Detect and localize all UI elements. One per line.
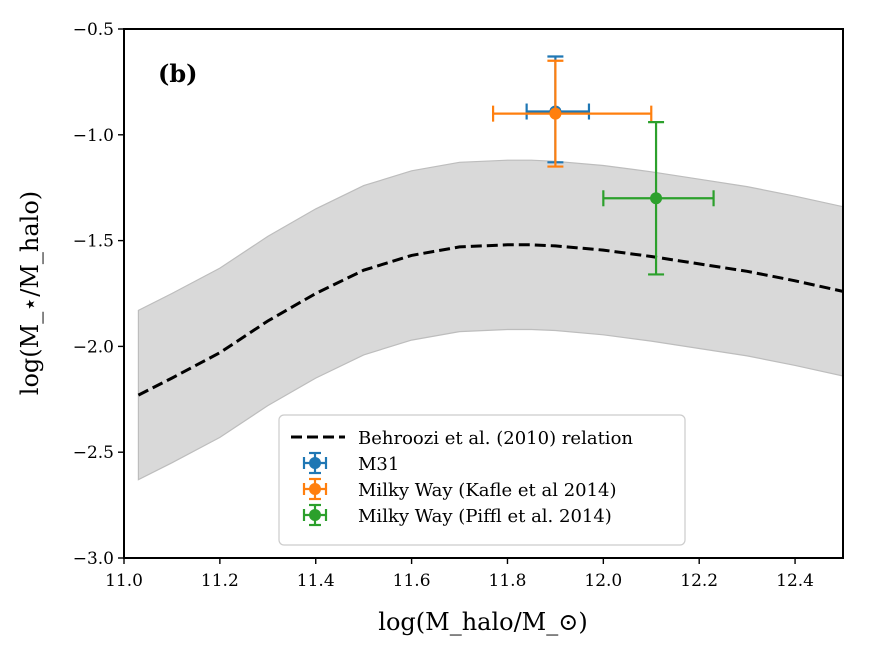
legend-entry-1: Milky Way (Kafle et al 2014) bbox=[302, 477, 617, 501]
errorbar-1 bbox=[491, 59, 653, 168]
uncertainty-band bbox=[137, 159, 843, 481]
legend-entry-2: Milky Way (Piffl et al. 2014) bbox=[302, 503, 612, 527]
legend-marker-2 bbox=[309, 509, 321, 521]
y-axis-title: log(M_⋆/M_halo) bbox=[16, 191, 44, 395]
y-tick-label-0: −3.0 bbox=[73, 549, 114, 569]
y-tick-label-4: −1.0 bbox=[73, 126, 114, 146]
legend-label-2: Milky Way (Piffl et al. 2014) bbox=[358, 506, 612, 527]
legend-frame bbox=[278, 414, 686, 546]
y-tick-label-5: −0.5 bbox=[73, 20, 114, 40]
y-tick-label-2: −2.0 bbox=[73, 337, 114, 357]
legend-marker-1 bbox=[309, 483, 321, 495]
data-point-2 bbox=[650, 192, 663, 205]
behroozi-relation-line bbox=[137, 243, 843, 397]
x-tick-label-7: 12.4 bbox=[776, 571, 814, 591]
axis-ticks: 11.0 11.2 11.4 11.6 11.8 12.0 12.2 12.4 −3.0 −2.5… bbox=[73, 20, 814, 591]
x-tick-label-2: 11.4 bbox=[297, 571, 335, 591]
legend-relation-label: Behroozi et al. (2010) relation bbox=[358, 428, 633, 449]
legend-entry-0: M31 bbox=[302, 451, 399, 475]
data-point-1 bbox=[549, 107, 562, 120]
legend-label-0: M31 bbox=[358, 454, 399, 475]
plot-area bbox=[137, 159, 843, 481]
legend-marker-0 bbox=[309, 457, 321, 469]
x-tick-label-5: 12.0 bbox=[584, 571, 622, 591]
x-tick-label-1: 11.2 bbox=[201, 571, 239, 591]
x-tick-label-6: 12.2 bbox=[680, 571, 718, 591]
y-tick-label-1: −2.5 bbox=[73, 443, 114, 463]
x-tick-label-3: 11.6 bbox=[393, 571, 431, 591]
x-tick-label-0: 11.0 bbox=[105, 571, 143, 591]
x-axis-title: log(M_halo/M_⊙) bbox=[378, 608, 587, 636]
data-points bbox=[491, 55, 715, 276]
x-tick-label-4: 11.8 bbox=[489, 571, 527, 591]
legend-label-1: Milky Way (Kafle et al 2014) bbox=[358, 480, 617, 501]
y-tick-label-3: −1.5 bbox=[73, 232, 114, 252]
plot-frame bbox=[123, 28, 844, 559]
legend: Behroozi et al. (2010) relation M31 Milky… bbox=[278, 414, 686, 546]
errorbar-2 bbox=[602, 121, 715, 276]
panel-label: (b) bbox=[158, 59, 198, 88]
